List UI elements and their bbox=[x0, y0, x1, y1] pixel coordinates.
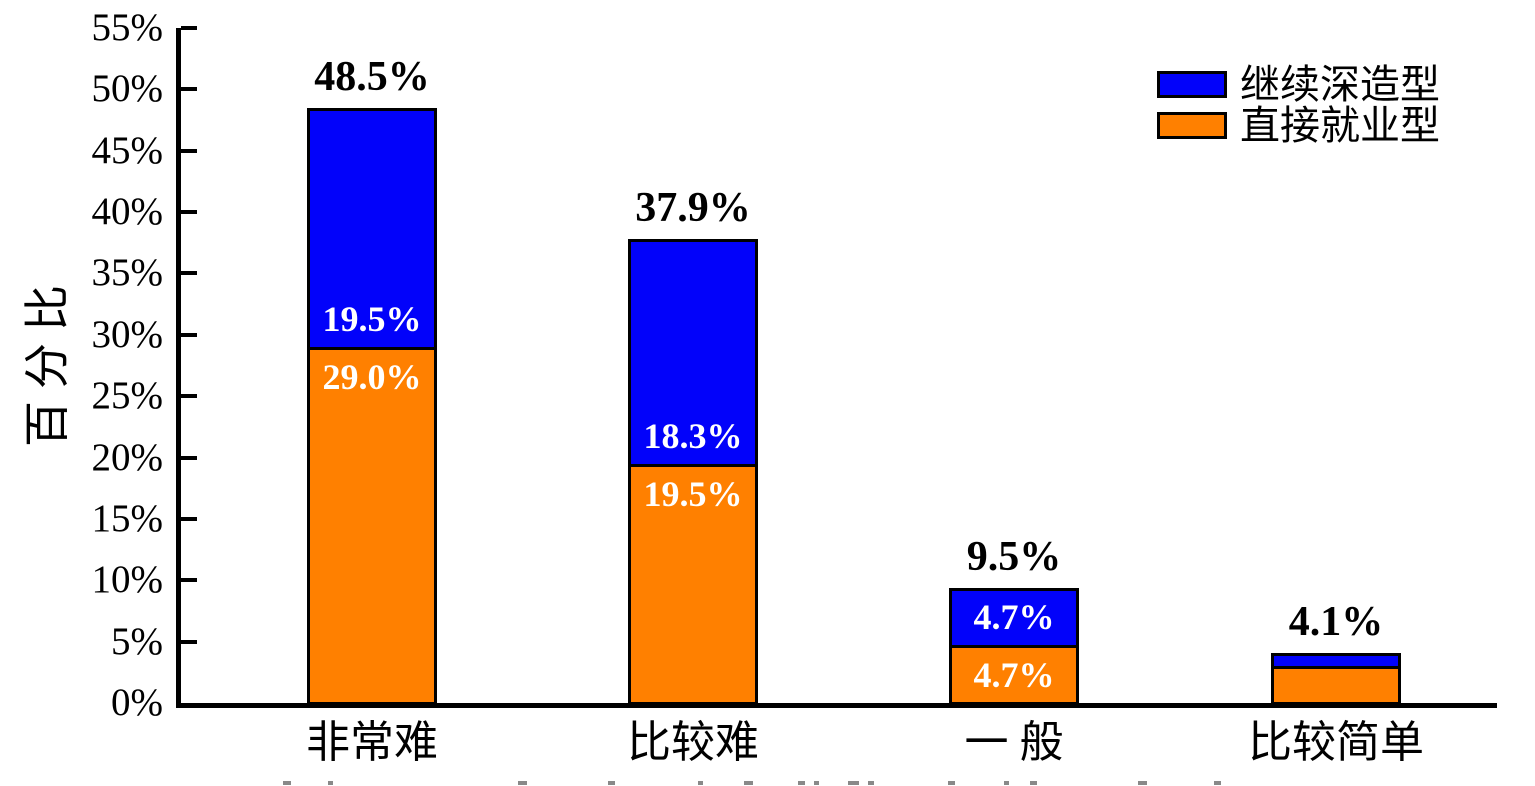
caption-fragment bbox=[518, 781, 527, 785]
legend: 继续深造型直接就业型 bbox=[1157, 70, 1440, 152]
y-tick-mark bbox=[181, 456, 197, 460]
y-tick-label: 30% bbox=[13, 310, 163, 360]
y-tick-mark bbox=[181, 26, 197, 30]
caption-fragment bbox=[948, 781, 955, 785]
legend-swatch bbox=[1157, 71, 1227, 98]
stacked-bar-chart: 百分比 0%5%10%15%20%25%30%35%40%45%50%55% 1… bbox=[0, 0, 1535, 786]
y-tick-mark bbox=[181, 517, 197, 521]
y-tick-mark bbox=[181, 87, 197, 91]
caption-fragment bbox=[798, 781, 805, 785]
caption-fragment bbox=[744, 781, 753, 785]
y-tick-mark bbox=[181, 578, 197, 582]
segment-value-label: 19.5% bbox=[307, 297, 437, 341]
segment-value-label: 4.7% bbox=[949, 595, 1079, 639]
segment-value-label: 19.5% bbox=[628, 472, 758, 516]
caption-fragment bbox=[814, 781, 819, 785]
segment-value-label: 18.3% bbox=[628, 414, 758, 458]
y-tick-label: 0% bbox=[13, 678, 163, 728]
y-tick-label: 15% bbox=[13, 494, 163, 544]
y-tick-label: 40% bbox=[13, 187, 163, 237]
bar-segment-直接就业型 bbox=[1271, 666, 1401, 705]
y-tick-label: 10% bbox=[13, 555, 163, 605]
y-tick-mark bbox=[181, 271, 197, 275]
caption-fragment bbox=[698, 781, 703, 785]
y-tick-mark bbox=[181, 394, 197, 398]
y-tick-mark bbox=[181, 149, 197, 153]
segment-value-label: 29.0% bbox=[307, 355, 437, 399]
y-tick-mark bbox=[181, 333, 197, 337]
segment-value-label: 4.7% bbox=[949, 653, 1079, 697]
y-tick-mark bbox=[181, 640, 197, 644]
legend-label: 直接就业型 bbox=[1240, 106, 1440, 146]
bar-total-label: 4.1% bbox=[1226, 598, 1446, 646]
y-tick-mark bbox=[181, 210, 197, 214]
legend-swatch bbox=[1157, 112, 1227, 139]
y-tick-label: 25% bbox=[13, 371, 163, 421]
y-tick-label: 20% bbox=[13, 433, 163, 483]
caption-fragment bbox=[1138, 781, 1147, 785]
x-category-label: 比较难 bbox=[543, 718, 843, 768]
caption-fragment bbox=[1030, 781, 1037, 785]
bar-segment-继续深造型 bbox=[1271, 653, 1401, 670]
y-tick-label: 5% bbox=[13, 617, 163, 667]
legend-label: 继续深造型 bbox=[1240, 65, 1440, 105]
bar-segment-直接就业型 bbox=[307, 347, 437, 705]
caption-fragment bbox=[328, 781, 333, 785]
caption-fragment bbox=[1004, 781, 1009, 785]
bar-total-label: 48.5% bbox=[262, 53, 482, 101]
legend-row: 直接就业型 bbox=[1157, 111, 1440, 140]
caption-fragment bbox=[1214, 781, 1221, 785]
caption-fragment bbox=[283, 781, 291, 785]
y-tick-label: 55% bbox=[13, 3, 163, 53]
x-category-label: 非常难 bbox=[222, 718, 522, 768]
y-tick-label: 45% bbox=[13, 126, 163, 176]
bar-total-label: 9.5% bbox=[904, 533, 1124, 581]
y-axis-line bbox=[176, 28, 181, 708]
x-category-label: 一 般 bbox=[864, 718, 1164, 768]
y-tick-label: 35% bbox=[13, 248, 163, 298]
bar-total-label: 37.9% bbox=[583, 184, 803, 232]
legend-row: 继续深造型 bbox=[1157, 70, 1440, 99]
caption-fragment bbox=[848, 781, 859, 785]
x-category-label: 比较简单 bbox=[1186, 718, 1486, 768]
y-tick-label: 50% bbox=[13, 64, 163, 114]
caption-fragment bbox=[608, 781, 615, 785]
caption-fragment bbox=[868, 781, 874, 785]
